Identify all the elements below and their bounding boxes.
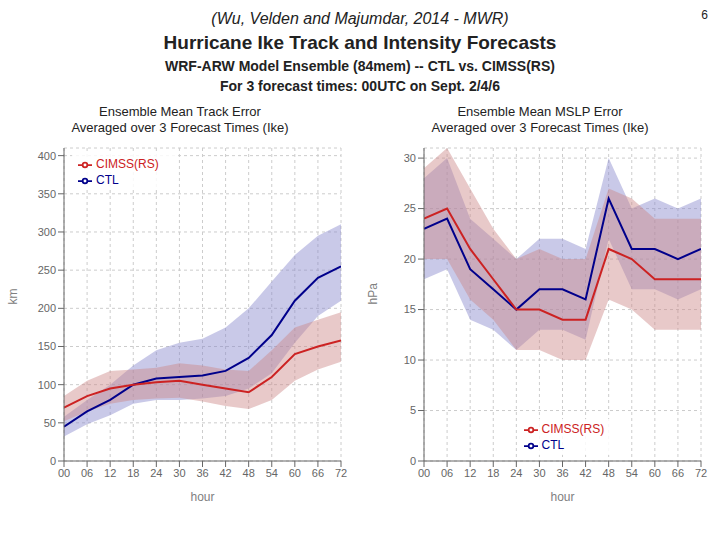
svg-text:06: 06 (81, 467, 93, 479)
svg-text:350: 350 (38, 188, 56, 200)
html-text:(Wu, Velden and Majumdar, 2014: (Wu, Velden and Majumdar, 2014 - MWR) (211, 10, 509, 27)
svg-text:hour: hour (190, 490, 214, 504)
svg-text:48: 48 (603, 467, 615, 479)
svg-text:km: km (8, 289, 20, 305)
svg-text:200: 200 (38, 302, 56, 314)
svg-text:18: 18 (127, 467, 139, 479)
svg-text:48: 48 (243, 467, 255, 479)
html-text:6: 6 (701, 8, 708, 22)
svg-text:0: 0 (410, 455, 416, 467)
svg-text:12: 12 (464, 467, 476, 479)
svg-text:18: 18 (487, 467, 499, 479)
svg-text:72: 72 (695, 467, 707, 479)
svg-text:60: 60 (289, 467, 301, 479)
svg-text:hour: hour (550, 490, 574, 504)
svg-text:10: 10 (404, 354, 416, 366)
html-text:Averaged over 3 Forecast Times: Averaged over 3 Forecast Times (Ike) (71, 120, 289, 135)
html-text:Averaged over 3 Forecast Times: Averaged over 3 Forecast Times (Ike) (431, 120, 649, 135)
svg-text:hPa: hPa (366, 283, 380, 305)
svg-text:66: 66 (672, 467, 684, 479)
svg-text:36: 36 (556, 467, 568, 479)
html-text:CTL: CTL (96, 173, 119, 187)
svg-text:20: 20 (404, 253, 416, 265)
svg-text:66: 66 (312, 467, 324, 479)
svg-text:72: 72 (335, 467, 347, 479)
html-text:WRF-ARW Model Ensemble (84mem): WRF-ARW Model Ensemble (84mem) -- CTL vs… (165, 58, 555, 74)
svg-text:06: 06 (441, 467, 453, 479)
svg-text:0: 0 (50, 455, 56, 467)
svg-text:24: 24 (510, 467, 522, 479)
html-text:CIMSS(RS): CIMSS(RS) (96, 157, 159, 171)
svg-text:60: 60 (649, 467, 661, 479)
svg-text:400: 400 (38, 150, 56, 162)
svg-text:30: 30 (173, 467, 185, 479)
svg-text:25: 25 (404, 202, 416, 214)
html-text:Ensemble Mean Track Error: Ensemble Mean Track Error (99, 104, 261, 119)
svg-text:36: 36 (196, 467, 208, 479)
svg-text:42: 42 (579, 467, 591, 479)
svg-text:150: 150 (38, 340, 56, 352)
svg-text:15: 15 (404, 303, 416, 315)
svg-text:12: 12 (104, 467, 116, 479)
svg-text:300: 300 (38, 226, 56, 238)
html-text:CTL: CTL (541, 438, 565, 452)
svg-text:54: 54 (626, 467, 638, 479)
svg-text:30: 30 (533, 467, 545, 479)
html-text:Ensemble Mean MSLP Error: Ensemble Mean MSLP Error (457, 104, 623, 119)
svg-text:00: 00 (58, 467, 70, 479)
svg-text:54: 54 (266, 467, 278, 479)
svg-text:00: 00 (418, 467, 430, 479)
html-text:For 3 forecast times: 00UTC on: For 3 forecast times: 00UTC on Sept. 2/4… (220, 78, 500, 94)
html-text:CIMSS(RS): CIMSS(RS) (541, 422, 605, 436)
svg-text:30: 30 (404, 152, 416, 164)
svg-text:50: 50 (44, 417, 56, 429)
html-text:Hurricane Ike Track and Intens: Hurricane Ike Track and Intensity Foreca… (163, 32, 557, 53)
svg-text:250: 250 (38, 264, 56, 276)
svg-text:24: 24 (150, 467, 162, 479)
svg-text:42: 42 (219, 467, 231, 479)
svg-text:100: 100 (38, 379, 56, 391)
svg-text:5: 5 (410, 404, 416, 416)
